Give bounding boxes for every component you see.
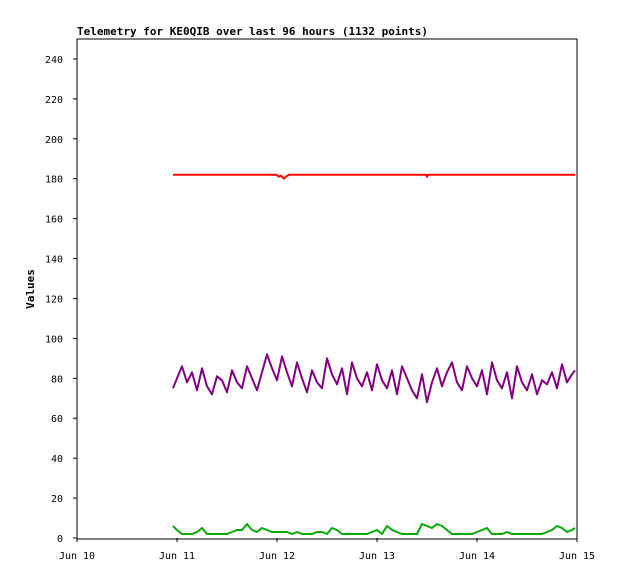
chart-title: Telemetry for KE0QIB over last 96 hours …: [77, 25, 428, 38]
y-tick-label: 40: [51, 454, 63, 465]
y-tick-label: 160: [45, 215, 63, 226]
x-tick-label: Jun 15: [559, 551, 595, 562]
series-line: [172, 353, 576, 404]
y-tick-label: 200: [45, 135, 63, 146]
y-tick-label: 0: [57, 534, 63, 545]
y-tick-label: 60: [51, 414, 63, 425]
series-line: [173, 173, 575, 180]
y-tick-label: 220: [45, 95, 63, 106]
y-axis: 0 20 40 60 80 100 120 140 160 180 200 220 240: [45, 55, 77, 545]
x-tick-label: Jun 14: [459, 551, 495, 562]
y-tick-label: 100: [45, 334, 63, 345]
y-tick-label: 180: [45, 175, 63, 186]
series-line: [172, 523, 576, 535]
y-tick-label: 20: [51, 494, 63, 505]
x-tick-label: Jun 10: [59, 551, 95, 562]
x-tick-label: Jun 12: [259, 551, 295, 562]
x-axis: Jun 10 Jun 11 Jun 12 Jun 13 Jun 14 Jun 15: [59, 538, 595, 562]
y-tick-label: 120: [45, 294, 63, 305]
x-tick-label: Jun 13: [359, 551, 395, 562]
y-tick-label: 80: [51, 374, 63, 385]
y-axis-label: Values: [24, 269, 37, 309]
y-tick-label: 240: [45, 55, 63, 66]
plot-area: [76, 38, 578, 540]
y-tick-label: 140: [45, 255, 63, 266]
series-group: [172, 173, 576, 535]
x-tick-label: Jun 11: [159, 551, 195, 562]
